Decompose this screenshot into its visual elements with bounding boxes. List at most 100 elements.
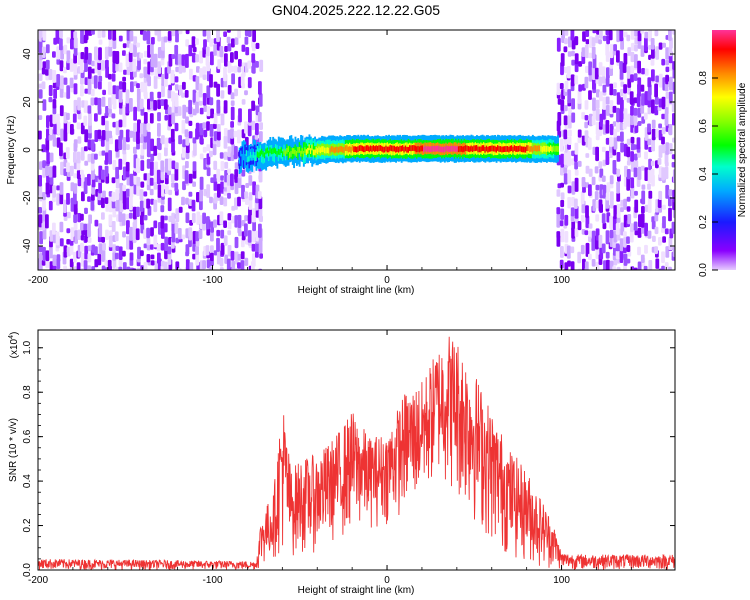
- heatmap-cell: [73, 151, 77, 163]
- signal-band-cell: [390, 145, 393, 152]
- heatmap-cell: [102, 243, 106, 251]
- signal-band-cell: [385, 145, 388, 152]
- heatmap-cell: [101, 265, 106, 270]
- heatmap-cell: [213, 160, 218, 170]
- heatmap-cell: [182, 81, 186, 90]
- heatmap-cell: [213, 181, 218, 191]
- heatmap-cell: [602, 108, 606, 120]
- heatmap-cell: [584, 261, 589, 270]
- heatmap-cell: [73, 190, 77, 205]
- heatmap-cell: [595, 35, 599, 44]
- heatmap-cell: [630, 105, 634, 116]
- heatmap-cell: [199, 189, 203, 202]
- heatmap-cell: [630, 115, 634, 126]
- heatmap-cell: [245, 183, 250, 188]
- signal-band-cell: [392, 145, 395, 152]
- heatmap-cell: [90, 97, 95, 106]
- heatmap-cell: [216, 229, 221, 237]
- heatmap-cell: [598, 62, 603, 76]
- signal-band-cell: [427, 145, 430, 152]
- heatmap-cell: [209, 38, 214, 47]
- heatmap-cell: [244, 191, 248, 199]
- heatmap-cell: [83, 115, 88, 126]
- heatmap-cell: [175, 66, 180, 73]
- heatmap-cell: [616, 107, 620, 123]
- heatmap-cell: [637, 151, 641, 158]
- signal-band-cell: [347, 146, 350, 153]
- heatmap-cell: [619, 238, 624, 252]
- heatmap-cell: [616, 168, 621, 177]
- heatmap-cell: [63, 66, 67, 74]
- heatmap-cell: [591, 176, 596, 186]
- svg-text:(x104): (x104): [8, 332, 20, 359]
- heatmap-cell: [633, 267, 638, 270]
- heatmap-cell: [223, 135, 228, 149]
- snr-y-axis-label: SNR (10 * v/v): [8, 418, 19, 482]
- signal-band-cell: [294, 149, 297, 156]
- heatmap-cell: [73, 251, 77, 263]
- heatmap-cell: [160, 99, 165, 106]
- heatmap-cell: [116, 198, 120, 211]
- heatmap-cell: [651, 119, 656, 129]
- heatmap-cell: [641, 68, 645, 75]
- signal-band-cell: [485, 145, 488, 152]
- heatmap-cell: [69, 77, 74, 89]
- heatmap-cell: [90, 139, 95, 151]
- heatmap-cell: [150, 53, 155, 68]
- heatmap-cell: [185, 53, 189, 68]
- heatmap-cell: [655, 46, 660, 60]
- heatmap-cell: [42, 166, 46, 178]
- heatmap-cell: [637, 227, 642, 238]
- heatmap-cell: [122, 184, 127, 192]
- heatmap-cell: [216, 168, 221, 179]
- heatmap-cell: [598, 39, 602, 45]
- heatmap-cell: [76, 161, 81, 171]
- heatmap-cell: [161, 184, 165, 197]
- heatmap-cell: [171, 112, 176, 125]
- heatmap-cell: [94, 97, 98, 106]
- heatmap-cell: [105, 204, 110, 212]
- heatmap-cell: [108, 108, 112, 114]
- heatmap-cell: [661, 265, 665, 270]
- heatmap-cell: [609, 83, 614, 96]
- heatmap-cell: [255, 42, 260, 49]
- heatmap-cell: [567, 169, 572, 184]
- heatmap-cell: [118, 266, 123, 270]
- heatmap-cell: [220, 242, 225, 256]
- heatmap-cell: [234, 197, 238, 210]
- heatmap-cell: [115, 166, 119, 179]
- heatmap-cell: [157, 184, 162, 198]
- signal-band-cell: [286, 148, 289, 154]
- heatmap-cell: [206, 144, 211, 152]
- heatmap-cell: [637, 30, 642, 42]
- heatmap-cell: [164, 215, 168, 221]
- heatmap-cell: [185, 197, 189, 205]
- heatmap-cell: [185, 30, 190, 35]
- heatmap-cell: [624, 165, 628, 178]
- heatmap-cell: [247, 30, 252, 37]
- heatmap-cell: [97, 253, 102, 266]
- heatmap-cell: [143, 262, 148, 270]
- heatmap-cell: [202, 66, 207, 74]
- signal-band-cell: [287, 148, 290, 160]
- heatmap-cell: [153, 100, 157, 111]
- heatmap-cell: [53, 122, 57, 135]
- signal-band-cell: [425, 146, 428, 153]
- heatmap-cell: [662, 216, 666, 229]
- heatmap-cell: [168, 215, 173, 223]
- heatmap-cell: [126, 144, 130, 150]
- signal-band-cell: [361, 145, 364, 152]
- heatmap-cell: [87, 105, 92, 114]
- heatmap-cell: [87, 173, 91, 186]
- signal-band-cell: [367, 145, 369, 151]
- heatmap-cell: [620, 207, 624, 213]
- heatmap-cell: [626, 206, 631, 212]
- heatmap-cell: [111, 73, 116, 82]
- heatmap-cell: [577, 137, 582, 144]
- heatmap-cell: [125, 161, 130, 172]
- heatmap-cell: [584, 115, 589, 121]
- heatmap-cell: [627, 214, 632, 225]
- heatmap-cell: [119, 198, 124, 212]
- heatmap-cell: [654, 96, 659, 105]
- signal-band-cell: [393, 145, 396, 152]
